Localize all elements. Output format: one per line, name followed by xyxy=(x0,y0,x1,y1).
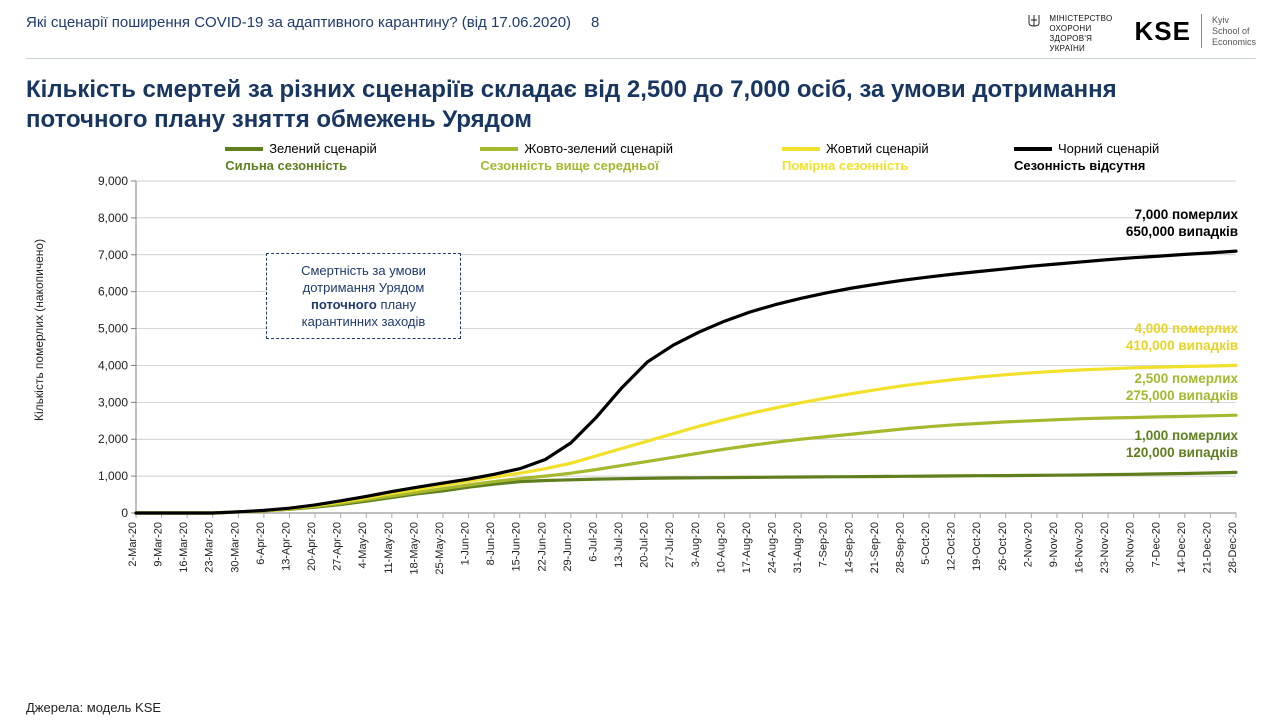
svg-text:6-Apr-20: 6-Apr-20 xyxy=(255,522,267,565)
legend-name: Чорний сценарій xyxy=(1058,141,1159,156)
svg-text:29-Jun-20: 29-Jun-20 xyxy=(562,522,574,572)
svg-text:2,000: 2,000 xyxy=(98,432,128,446)
svg-text:24-Aug-20: 24-Aug-20 xyxy=(767,522,779,573)
svg-text:17-Aug-20: 17-Aug-20 xyxy=(741,522,753,573)
end-label-yellow: 4,000 померлих410,000 випадків xyxy=(1126,320,1238,354)
svg-text:13-Jul-20: 13-Jul-20 xyxy=(613,522,625,568)
svg-text:21-Sep-20: 21-Sep-20 xyxy=(869,522,881,573)
page-number: 8 xyxy=(591,14,599,31)
chart-plot: 0 1,000 2,000 3,000 4,000 5,000 6,000 7,000 8,00… xyxy=(86,163,1246,583)
svg-text:4,000: 4,000 xyxy=(98,358,128,372)
moz-logo: МІНІСТЕРСТВО ОХОРОНИ ЗДОРОВ'Я УКРАЇНИ xyxy=(1027,14,1112,54)
svg-text:23-Mar-20: 23-Mar-20 xyxy=(204,522,216,573)
legend-name: Зелений сценарій xyxy=(269,141,377,156)
callout-box: Смертність за умовидотримання Урядомпото… xyxy=(266,253,461,339)
kse-sub: Kyiv School of Economics xyxy=(1212,15,1256,48)
chart: Зелений сценарійСильна сезонністьЖовто-з… xyxy=(46,141,1256,671)
kse-logo: KSE Kyiv School of Economics xyxy=(1135,14,1256,48)
svg-text:31-Aug-20: 31-Aug-20 xyxy=(792,522,804,573)
svg-text:16-Nov-20: 16-Nov-20 xyxy=(1074,522,1086,573)
svg-text:10-Aug-20: 10-Aug-20 xyxy=(715,522,727,573)
svg-text:8,000: 8,000 xyxy=(98,211,128,225)
swatch-yellow xyxy=(782,147,820,151)
svg-text:8-Jun-20: 8-Jun-20 xyxy=(485,522,497,565)
source-text: Джерела: модель KSE xyxy=(26,700,161,715)
svg-text:1,000: 1,000 xyxy=(98,469,128,483)
kse-main: KSE xyxy=(1135,16,1191,47)
trident-icon xyxy=(1027,14,1041,28)
svg-text:20-Jul-20: 20-Jul-20 xyxy=(639,522,651,568)
svg-text:5,000: 5,000 xyxy=(98,322,128,336)
svg-text:11-May-20: 11-May-20 xyxy=(383,522,395,574)
svg-text:14-Sep-20: 14-Sep-20 xyxy=(843,522,855,573)
svg-text:20-Apr-20: 20-Apr-20 xyxy=(306,522,318,571)
end-label-ygreen: 2,500 померлих275,000 випадків xyxy=(1126,370,1238,404)
svg-text:25-May-20: 25-May-20 xyxy=(434,522,446,575)
legend-name: Жовтий сценарій xyxy=(826,141,929,156)
main-title: Кількість смертей за різних сценаріїв ск… xyxy=(26,75,1126,135)
svg-text:1-Jun-20: 1-Jun-20 xyxy=(460,522,472,565)
divider xyxy=(26,58,1256,59)
svg-text:12-Oct-20: 12-Oct-20 xyxy=(946,522,958,571)
svg-text:2-Nov-20: 2-Nov-20 xyxy=(1022,522,1034,567)
svg-text:23-Nov-20: 23-Nov-20 xyxy=(1099,522,1111,573)
svg-text:14-Dec-20: 14-Dec-20 xyxy=(1176,522,1188,573)
svg-text:30-Nov-20: 30-Nov-20 xyxy=(1125,522,1137,573)
svg-text:3-Aug-20: 3-Aug-20 xyxy=(690,522,702,567)
slide: Які сценарії поширення COVID-19 за адапт… xyxy=(0,0,1282,721)
svg-text:9-Nov-20: 9-Nov-20 xyxy=(1048,522,1060,567)
svg-text:22-Jun-20: 22-Jun-20 xyxy=(536,522,548,572)
svg-text:3,000: 3,000 xyxy=(98,395,128,409)
swatch-black xyxy=(1014,147,1052,151)
legend-name: Жовто-зелений сценарій xyxy=(524,141,673,156)
svg-text:30-Mar-20: 30-Mar-20 xyxy=(229,522,241,573)
svg-text:15-Jun-20: 15-Jun-20 xyxy=(511,522,523,572)
svg-text:9-Mar-20: 9-Mar-20 xyxy=(153,522,165,567)
moz-text: МІНІСТЕРСТВО ОХОРОНИ ЗДОРОВ'Я УКРАЇНИ xyxy=(1049,14,1112,54)
svg-text:26-Oct-20: 26-Oct-20 xyxy=(997,522,1009,571)
svg-text:5-Oct-20: 5-Oct-20 xyxy=(920,522,932,565)
svg-text:28-Sep-20: 28-Sep-20 xyxy=(894,522,906,573)
svg-text:18-May-20: 18-May-20 xyxy=(408,522,420,575)
svg-text:6,000: 6,000 xyxy=(98,285,128,299)
svg-text:16-Mar-20: 16-Mar-20 xyxy=(178,522,190,573)
end-label-black: 7,000 померлих650,000 випадків xyxy=(1126,206,1238,240)
swatch-ygreen xyxy=(480,147,518,151)
svg-text:0: 0 xyxy=(121,506,128,520)
svg-text:27-Jul-20: 27-Jul-20 xyxy=(664,522,676,568)
svg-text:7-Sep-20: 7-Sep-20 xyxy=(818,522,830,567)
svg-text:7-Dec-20: 7-Dec-20 xyxy=(1150,522,1162,567)
topbar: Які сценарії поширення COVID-19 за адапт… xyxy=(26,14,1256,54)
svg-text:19-Oct-20: 19-Oct-20 xyxy=(971,522,983,571)
swatch-green xyxy=(225,147,263,151)
svg-text:9,000: 9,000 xyxy=(98,174,128,188)
svg-text:21-Dec-20: 21-Dec-20 xyxy=(1201,522,1213,573)
svg-text:13-Apr-20: 13-Apr-20 xyxy=(280,522,292,571)
svg-text:6-Jul-20: 6-Jul-20 xyxy=(587,522,599,562)
end-label-green: 1,000 померлих120,000 випадків xyxy=(1126,427,1238,461)
svg-text:2-Mar-20: 2-Mar-20 xyxy=(127,522,139,567)
y-axis-title: Кількість померлих (накопичено) xyxy=(32,239,46,421)
svg-text:28-Dec-20: 28-Dec-20 xyxy=(1227,522,1239,573)
header-title: Які сценарії поширення COVID-19 за адапт… xyxy=(26,14,571,31)
kse-separator xyxy=(1201,14,1202,48)
svg-text:4-May-20: 4-May-20 xyxy=(357,522,369,568)
svg-text:27-Apr-20: 27-Apr-20 xyxy=(332,522,344,571)
svg-text:7,000: 7,000 xyxy=(98,248,128,262)
logos: МІНІСТЕРСТВО ОХОРОНИ ЗДОРОВ'Я УКРАЇНИ KS… xyxy=(1027,14,1256,54)
